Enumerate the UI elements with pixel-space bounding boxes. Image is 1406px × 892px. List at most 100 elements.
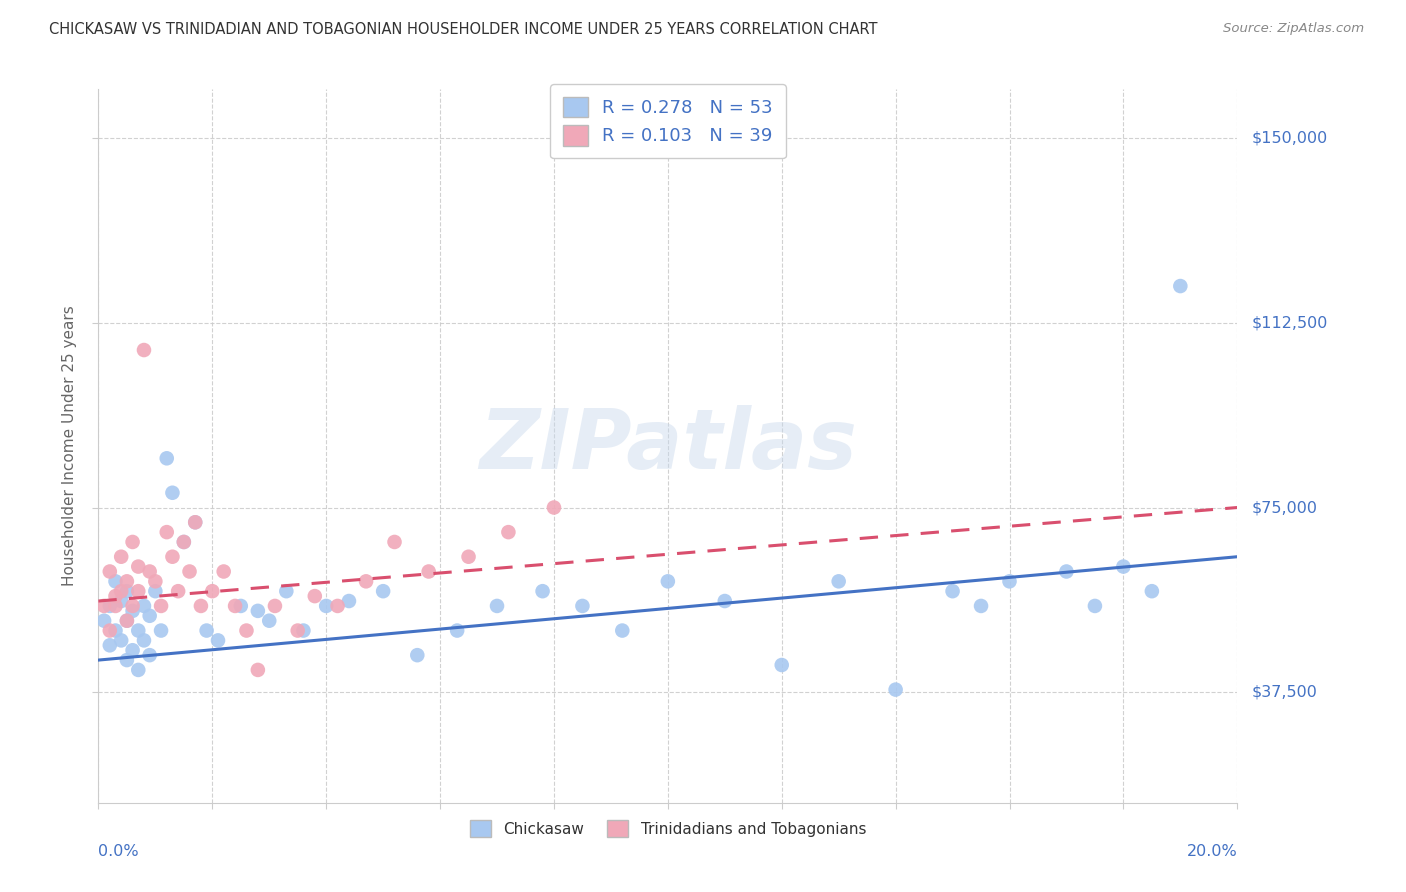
Point — [156, 451, 179, 466]
Point — [486, 599, 509, 613]
Point — [315, 599, 337, 613]
Point — [292, 624, 315, 638]
Text: $150,000: $150,000 — [1251, 131, 1327, 146]
Point — [543, 500, 565, 515]
Point — [304, 589, 326, 603]
Point — [162, 485, 184, 500]
Point — [190, 599, 212, 613]
Point — [104, 624, 127, 638]
Point — [287, 624, 309, 638]
Point — [115, 614, 138, 628]
Point — [127, 624, 149, 638]
Point — [132, 343, 155, 357]
Point — [93, 614, 115, 628]
Point — [770, 658, 793, 673]
Point — [1112, 559, 1135, 574]
Point — [207, 633, 229, 648]
Point — [259, 614, 281, 628]
Text: $37,500: $37,500 — [1251, 684, 1317, 699]
Point — [121, 643, 143, 657]
Point — [110, 594, 132, 608]
Point — [201, 584, 224, 599]
Point — [104, 599, 127, 613]
Point — [384, 535, 406, 549]
Point — [156, 525, 179, 540]
Point — [110, 549, 132, 564]
Point — [264, 599, 287, 613]
Point — [167, 584, 190, 599]
Point — [1084, 599, 1107, 613]
Point — [276, 584, 298, 599]
Point — [145, 574, 167, 589]
Point — [457, 549, 479, 564]
Point — [184, 516, 207, 530]
Point — [373, 584, 395, 599]
Point — [235, 624, 257, 638]
Point — [115, 614, 138, 628]
Point — [179, 565, 201, 579]
Point — [115, 584, 138, 599]
Point — [162, 549, 184, 564]
Point — [998, 574, 1021, 589]
Point — [326, 599, 349, 613]
Text: $112,500: $112,500 — [1251, 316, 1327, 330]
Point — [571, 599, 593, 613]
Point — [884, 682, 907, 697]
Point — [121, 599, 143, 613]
Point — [246, 604, 269, 618]
Point — [127, 584, 149, 599]
Point — [98, 599, 121, 613]
Point — [115, 653, 138, 667]
Point — [612, 624, 634, 638]
Point — [212, 565, 235, 579]
Text: 0.0%: 0.0% — [98, 845, 139, 860]
Point — [354, 574, 377, 589]
Point — [1056, 565, 1078, 579]
Point — [1170, 279, 1192, 293]
Point — [970, 599, 993, 613]
Point — [98, 638, 121, 652]
Point — [93, 599, 115, 613]
Point — [1140, 584, 1163, 599]
Point — [138, 608, 160, 623]
Legend: Chickasaw, Trinidadians and Tobagonians: Chickasaw, Trinidadians and Tobagonians — [463, 813, 873, 845]
Point — [229, 599, 252, 613]
Point — [132, 599, 155, 613]
Point — [150, 624, 173, 638]
Point — [150, 599, 173, 613]
Point — [942, 584, 965, 599]
Point — [98, 565, 121, 579]
Text: $75,000: $75,000 — [1251, 500, 1317, 515]
Point — [498, 525, 520, 540]
Text: CHICKASAW VS TRINIDADIAN AND TOBAGONIAN HOUSEHOLDER INCOME UNDER 25 YEARS CORREL: CHICKASAW VS TRINIDADIAN AND TOBAGONIAN … — [49, 22, 877, 37]
Point — [418, 565, 440, 579]
Point — [132, 633, 155, 648]
Y-axis label: Householder Income Under 25 years: Householder Income Under 25 years — [62, 306, 77, 586]
Point — [121, 604, 143, 618]
Text: ZIPatlas: ZIPatlas — [479, 406, 856, 486]
Point — [138, 648, 160, 662]
Point — [246, 663, 269, 677]
Point — [98, 624, 121, 638]
Text: Source: ZipAtlas.com: Source: ZipAtlas.com — [1223, 22, 1364, 36]
Point — [115, 574, 138, 589]
Point — [184, 516, 207, 530]
Point — [337, 594, 360, 608]
Point — [110, 633, 132, 648]
Point — [828, 574, 851, 589]
Point — [104, 574, 127, 589]
Point — [173, 535, 195, 549]
Point — [406, 648, 429, 662]
Point — [138, 565, 160, 579]
Point — [145, 584, 167, 599]
Text: 20.0%: 20.0% — [1187, 845, 1237, 860]
Point — [173, 535, 195, 549]
Point — [446, 624, 468, 638]
Point — [110, 584, 132, 599]
Point — [224, 599, 246, 613]
Point — [531, 584, 554, 599]
Point — [657, 574, 679, 589]
Point — [121, 535, 143, 549]
Point — [195, 624, 218, 638]
Point — [127, 559, 149, 574]
